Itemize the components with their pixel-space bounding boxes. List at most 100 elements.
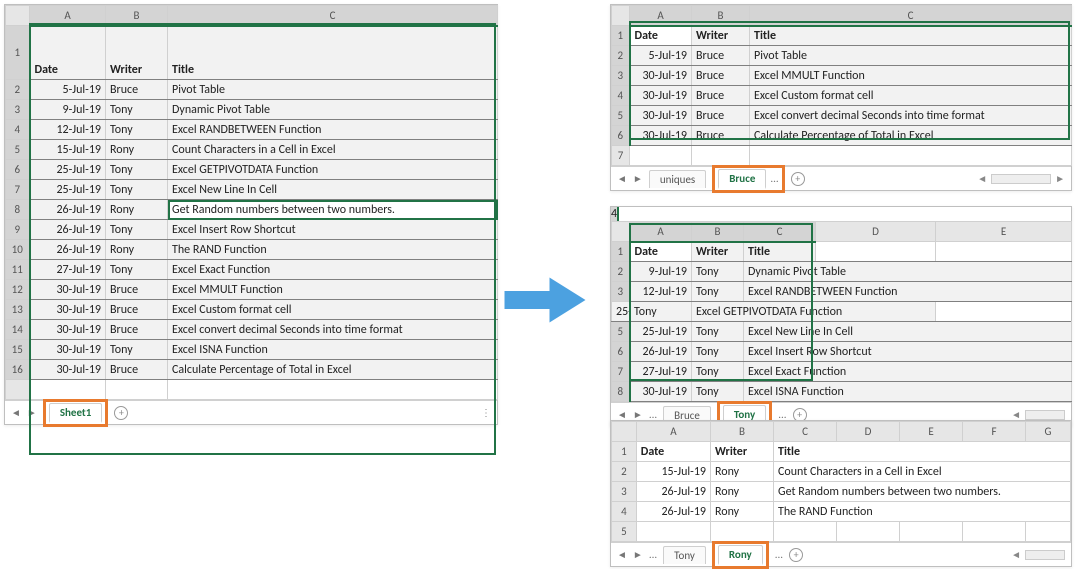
- cell[interactable]: The RAND Function: [774, 502, 1071, 522]
- cell[interactable]: Excel MMULT Function: [750, 66, 1072, 86]
- col-header-e[interactable]: E: [900, 422, 963, 442]
- col-header-c[interactable]: C: [168, 6, 498, 26]
- cell[interactable]: Excel GETPIVOTDATA Function: [168, 160, 498, 180]
- active-cell-c8[interactable]: Get Random numbers between two numbers.: [168, 200, 498, 220]
- cell[interactable]: Tony: [692, 342, 744, 362]
- cell-c1[interactable]: Title: [168, 26, 498, 80]
- row-header[interactable]: 1: [612, 26, 630, 46]
- row-header[interactable]: 2: [612, 262, 630, 282]
- cell[interactable]: [900, 522, 963, 542]
- tab-ellipsis[interactable]: ...: [770, 172, 778, 185]
- cell[interactable]: Rony: [106, 240, 168, 260]
- cell[interactable]: 12-Jul-19: [30, 120, 106, 140]
- row-header[interactable]: 6: [6, 160, 30, 180]
- cell[interactable]: [750, 146, 1072, 166]
- row-header[interactable]: 6: [612, 126, 630, 146]
- cell[interactable]: 30-Jul-19: [30, 360, 106, 380]
- col-header-a[interactable]: A: [630, 6, 692, 26]
- cell[interactable]: Pivot Table: [750, 46, 1072, 66]
- cell[interactable]: [30, 380, 106, 400]
- select-all-corner[interactable]: [612, 222, 630, 242]
- cell[interactable]: Bruce: [692, 86, 750, 106]
- rony-grid[interactable]: A B C D E F G 1DateWriterTitle 215-Jul-1…: [611, 421, 1071, 542]
- cell[interactable]: Tony: [106, 340, 168, 360]
- cell[interactable]: Tony: [106, 100, 168, 120]
- cell[interactable]: Date: [636, 442, 710, 462]
- row-header[interactable]: 12: [6, 280, 30, 300]
- row-header[interactable]: 3: [612, 66, 630, 86]
- row-header[interactable]: 7: [612, 146, 630, 166]
- sheet-tab-bruce[interactable]: Bruce: [718, 169, 766, 189]
- cell[interactable]: 25-Jul-19: [630, 322, 692, 342]
- cell[interactable]: 25-Jul-19: [30, 160, 106, 180]
- cell[interactable]: Bruce: [692, 106, 750, 126]
- cell[interactable]: Dynamic Pivot Table: [168, 100, 498, 120]
- cell[interactable]: Writer: [692, 242, 744, 262]
- cell[interactable]: Bruce: [106, 80, 168, 100]
- col-header-g[interactable]: G: [1026, 422, 1071, 442]
- horizontal-scrollbar[interactable]: ◄: [1011, 548, 1065, 561]
- col-header-e[interactable]: E: [936, 222, 1072, 242]
- cell[interactable]: Tony: [106, 220, 168, 240]
- new-sheet-button[interactable]: +: [114, 406, 128, 420]
- cell[interactable]: Excel Custom format cell: [168, 300, 498, 320]
- horizontal-scrollbar[interactable]: ⋮: [481, 406, 491, 419]
- cell[interactable]: 30-Jul-19: [630, 126, 692, 146]
- tab-nav-next-icon[interactable]: ►: [633, 548, 643, 561]
- cell[interactable]: Rony: [106, 140, 168, 160]
- row-header[interactable]: 13: [6, 300, 30, 320]
- row-header[interactable]: 5: [612, 522, 637, 542]
- row-header[interactable]: 6: [612, 342, 630, 362]
- cell[interactable]: [168, 380, 498, 400]
- row-header[interactable]: 1: [6, 26, 30, 80]
- cell[interactable]: Excel Custom format cell: [750, 86, 1072, 106]
- tony-grid[interactable]: A B C D E 1DateWriterTitle 29-Jul-19Tony…: [611, 221, 1072, 402]
- cell[interactable]: [711, 522, 774, 542]
- cell[interactable]: Date: [630, 242, 692, 262]
- cell[interactable]: Writer: [692, 26, 750, 46]
- cell[interactable]: Excel Exact Function: [744, 362, 1072, 382]
- row-header[interactable]: 7: [6, 180, 30, 200]
- row-header[interactable]: 5: [612, 322, 630, 342]
- col-header-c[interactable]: C: [774, 422, 837, 442]
- cell[interactable]: Tony: [692, 382, 744, 402]
- new-sheet-button[interactable]: +: [789, 548, 803, 562]
- cell[interactable]: [692, 146, 750, 166]
- row-header[interactable]: 9: [6, 220, 30, 240]
- col-header-d[interactable]: D: [837, 422, 900, 442]
- bruce-grid[interactable]: A B C 1DateWriterTitle 25-Jul-19BrucePiv…: [611, 5, 1072, 166]
- cell[interactable]: Calculate Percentage of Total in Excel: [168, 360, 498, 380]
- cell[interactable]: [106, 380, 168, 400]
- row-header[interactable]: [6, 380, 30, 400]
- col-header-a[interactable]: A: [30, 6, 106, 26]
- row-header[interactable]: 2: [612, 46, 630, 66]
- row-header[interactable]: 4: [612, 86, 630, 106]
- cell[interactable]: [636, 522, 710, 542]
- tab-nav-prev-icon[interactable]: ◄: [617, 548, 627, 561]
- cell[interactable]: Count Characters in a Cell in Excel: [774, 462, 1071, 482]
- cell[interactable]: 26-Jul-19: [636, 482, 710, 502]
- cell[interactable]: Excel RANDBETWEEN Function: [744, 282, 1072, 302]
- col-header-b[interactable]: B: [692, 222, 744, 242]
- cell[interactable]: Excel RANDBETWEEN Function: [168, 120, 498, 140]
- row-header[interactable]: 14: [6, 320, 30, 340]
- cell[interactable]: 9-Jul-19: [630, 262, 692, 282]
- select-all-corner[interactable]: [6, 6, 30, 26]
- cell[interactable]: Count Characters in a Cell in Excel: [168, 140, 498, 160]
- cell[interactable]: 30-Jul-19: [30, 280, 106, 300]
- cell[interactable]: Rony: [106, 200, 168, 220]
- cell[interactable]: 26-Jul-19: [30, 240, 106, 260]
- cell[interactable]: 30-Jul-19: [30, 320, 106, 340]
- cell[interactable]: Excel ISNA Function: [168, 340, 498, 360]
- cell[interactable]: 30-Jul-19: [630, 106, 692, 126]
- cell[interactable]: Tony: [692, 322, 744, 342]
- cell[interactable]: Bruce: [692, 66, 750, 86]
- cell[interactable]: Title: [744, 242, 816, 262]
- row-header[interactable]: 8: [6, 200, 30, 220]
- tab-nav-next-icon[interactable]: ►: [633, 172, 643, 185]
- cell[interactable]: Excel MMULT Function: [168, 280, 498, 300]
- cell[interactable]: Bruce: [106, 360, 168, 380]
- row-header[interactable]: 7: [612, 362, 630, 382]
- cell[interactable]: Pivot Table: [168, 80, 498, 100]
- row-header[interactable]: 2: [612, 462, 637, 482]
